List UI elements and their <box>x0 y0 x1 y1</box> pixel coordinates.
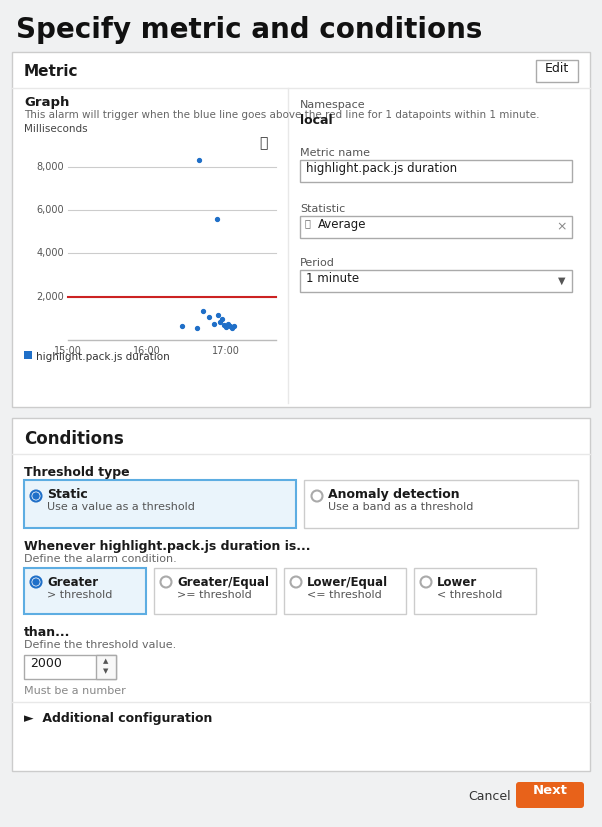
Text: Metric name: Metric name <box>300 148 370 158</box>
Text: Anomaly detection: Anomaly detection <box>328 488 459 501</box>
Circle shape <box>31 576 42 587</box>
Text: Define the threshold value.: Define the threshold value. <box>24 640 176 650</box>
Text: Use a band as a threshold: Use a band as a threshold <box>328 502 473 512</box>
Text: ×: × <box>557 221 567 233</box>
Text: Greater/Equal: Greater/Equal <box>177 576 269 589</box>
Text: Lower: Lower <box>437 576 477 589</box>
Text: 1 minute: 1 minute <box>306 272 359 285</box>
Bar <box>24 655 116 679</box>
Circle shape <box>33 579 39 585</box>
Text: Use a value as a threshold: Use a value as a threshold <box>47 502 195 512</box>
Bar <box>12 418 590 771</box>
Text: <= threshold: <= threshold <box>307 590 382 600</box>
Text: Define the alarm condition.: Define the alarm condition. <box>24 554 177 564</box>
Text: Greater: Greater <box>47 576 98 589</box>
Bar <box>300 216 572 238</box>
Text: Static: Static <box>47 488 88 501</box>
Text: ►  Additional configuration: ► Additional configuration <box>24 712 213 725</box>
Text: ⛶: ⛶ <box>259 136 267 150</box>
Circle shape <box>311 490 323 501</box>
Bar <box>154 568 276 614</box>
Bar <box>24 480 296 528</box>
Text: 8,000: 8,000 <box>36 161 64 171</box>
Text: Lower/Equal: Lower/Equal <box>307 576 388 589</box>
Text: Metric: Metric <box>24 64 78 79</box>
Text: Threshold type: Threshold type <box>24 466 129 479</box>
Text: Whenever highlight.pack.js duration is...: Whenever highlight.pack.js duration is..… <box>24 540 311 553</box>
Text: Average: Average <box>318 218 367 231</box>
Circle shape <box>421 576 432 587</box>
Text: Statistic: Statistic <box>300 204 346 214</box>
Bar <box>300 270 572 292</box>
Bar <box>24 568 146 614</box>
FancyBboxPatch shape <box>516 782 584 808</box>
Text: 15:00: 15:00 <box>54 346 82 356</box>
Bar <box>96 655 116 679</box>
Text: Period: Period <box>300 258 335 268</box>
Text: 4,000: 4,000 <box>36 248 64 258</box>
Bar <box>12 52 590 407</box>
Text: Conditions: Conditions <box>24 430 124 448</box>
Text: than...: than... <box>24 626 70 639</box>
Text: 17:00: 17:00 <box>212 346 240 356</box>
Text: ▲: ▲ <box>104 658 109 664</box>
Circle shape <box>33 493 39 499</box>
Text: 2,000: 2,000 <box>36 292 64 302</box>
Text: Namespace: Namespace <box>300 100 365 110</box>
Text: ▼: ▼ <box>104 668 109 674</box>
Bar <box>24 351 32 359</box>
Text: local: local <box>300 114 333 127</box>
Text: 6,000: 6,000 <box>36 205 64 215</box>
Circle shape <box>291 576 302 587</box>
Circle shape <box>161 576 172 587</box>
Text: >= threshold: >= threshold <box>177 590 252 600</box>
Text: > threshold: > threshold <box>47 590 113 600</box>
Text: 16:00: 16:00 <box>133 346 161 356</box>
Text: < threshold: < threshold <box>437 590 503 600</box>
Text: Must be a number: Must be a number <box>24 686 126 696</box>
Text: Specify metric and conditions: Specify metric and conditions <box>16 16 482 44</box>
Text: highlight.pack.js duration: highlight.pack.js duration <box>306 162 457 175</box>
Bar <box>300 160 572 182</box>
Text: Graph: Graph <box>24 96 69 109</box>
Text: Milliseconds: Milliseconds <box>24 124 88 134</box>
Text: 🔍: 🔍 <box>305 218 311 228</box>
Text: Cancel: Cancel <box>469 790 511 803</box>
Bar <box>304 480 578 528</box>
Bar <box>284 568 406 614</box>
Text: 2000: 2000 <box>30 657 62 670</box>
Text: ▼: ▼ <box>558 276 566 286</box>
Bar <box>414 568 536 614</box>
Text: This alarm will trigger when the blue line goes above the red line for 1 datapoi: This alarm will trigger when the blue li… <box>24 110 539 120</box>
Text: Edit: Edit <box>545 62 569 75</box>
Circle shape <box>31 490 42 501</box>
Text: Next: Next <box>533 784 568 797</box>
Bar <box>536 60 578 82</box>
Text: highlight.pack.js duration: highlight.pack.js duration <box>36 352 170 362</box>
